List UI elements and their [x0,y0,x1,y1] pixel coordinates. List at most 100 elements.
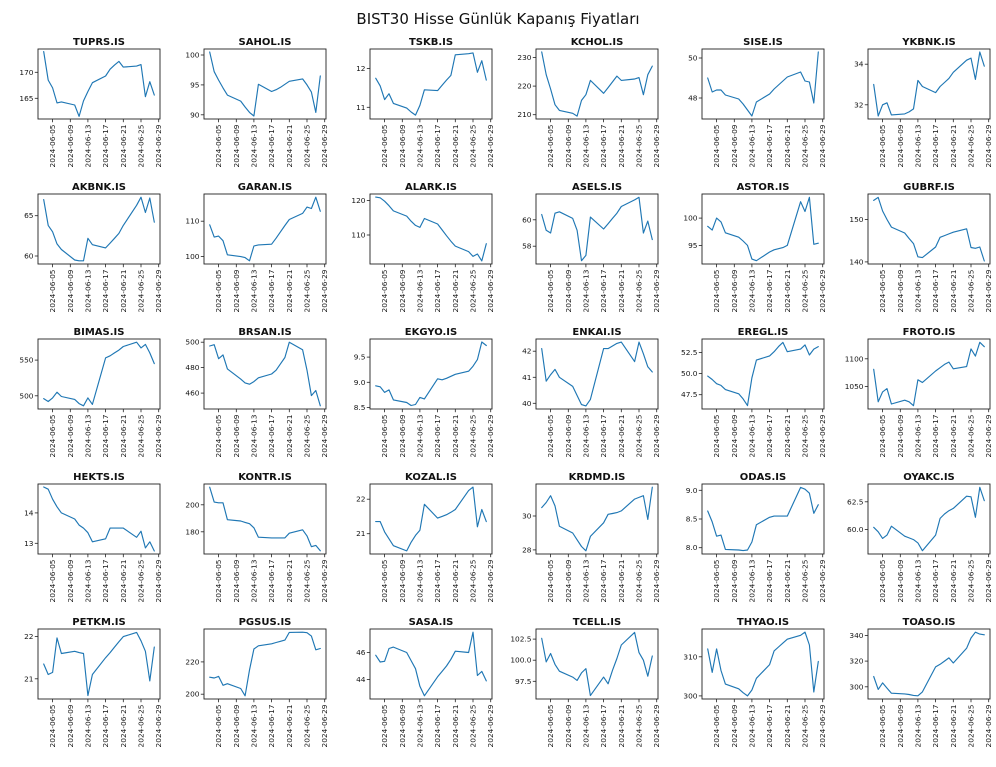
x-tick-label: 2024-06-29 [486,704,495,747]
y-tick-label: 1050 [845,382,864,391]
x-tick-label: 2024-06-09 [564,269,573,312]
plot-border [535,338,659,410]
y-tick-label: 170 [19,68,33,77]
x-tick-label: 2024-06-17 [931,269,940,312]
x-tick-label: 2024-06-21 [451,124,460,167]
x-tick-label: 2024-06-25 [635,559,644,602]
x-tick-label: 2024-06-29 [652,269,661,312]
subplot-title: AKBNK.IS [72,182,126,193]
subplot-THYAO.IS: THYAO.IS 300 310 2024-06-05 2024-06-09 2024-0… [664,616,830,761]
x-tick-label: 2024-06-13 [83,269,92,312]
x-tick-label: 2024-06-05 [48,269,57,312]
x-tick-label: 2024-06-25 [635,414,644,457]
x-tick-label: 2024-06-21 [783,414,792,457]
x-tick-label: 2024-06-21 [617,124,626,167]
y-tick-label: 22 [356,495,365,504]
x-tick-label: 2024-06-21 [949,124,958,167]
subplot-title: TSKB.IS [409,37,453,48]
subplot-title: BIMAS.IS [74,327,125,338]
y-tick-label: 220 [517,82,531,91]
x-tick-label: 2024-06-29 [984,269,993,312]
x-tick-label: 2024-06-13 [581,124,590,167]
y-tick-label: 58 [522,242,532,251]
subplot-ALARK.IS: ALARK.IS 110 120 2024-06-05 2024-06-09 2024-0… [332,181,498,326]
price-line [375,486,487,552]
plot-border [867,193,991,265]
x-tick-label: 2024-06-25 [137,124,146,167]
subplot-FROTO.IS: FROTO.IS 1050 1100 2024-06-05 2024-06-09 2024… [830,326,996,471]
subplot-KOZAL.IS: KOZAL.IS 21 22 2024-06-05 2024-06-09 2024-06-… [332,471,498,616]
x-tick-label: 2024-06-09 [896,124,905,167]
plot-border [701,48,825,120]
subplot-title: GUBRF.IS [903,182,955,193]
plot-border [203,628,327,700]
x-tick-label: 2024-06-25 [469,124,478,167]
x-tick-label: 2024-06-05 [48,704,57,747]
x-tick-label: 2024-06-05 [546,414,555,457]
x-tick-label: 2024-06-17 [599,124,608,167]
plot-border [369,193,493,265]
x-tick-label: 2024-06-13 [913,269,922,312]
x-tick-label: 2024-06-21 [949,704,958,747]
x-tick-label: 2024-06-17 [931,559,940,602]
x-tick-label: 2024-06-13 [249,124,258,167]
y-tick-label: 9.5 [354,353,366,362]
x-tick-label: 2024-06-13 [415,704,424,747]
x-tick-label: 2024-06-17 [765,704,774,747]
subplot-title: ALARK.IS [405,182,457,193]
y-tick-label: 22 [24,632,33,641]
y-tick-label: 300 [683,691,697,700]
subplot-KRDMD.IS: KRDMD.IS 28 30 2024-06-05 2024-06-09 2024-06-… [498,471,664,616]
x-tick-label: 2024-06-25 [469,269,478,312]
x-tick-label: 2024-06-29 [320,559,329,602]
y-tick-label: 30 [522,512,532,521]
y-tick-label: 40 [522,399,532,408]
x-tick-label: 2024-06-13 [913,704,922,747]
x-tick-label: 2024-06-25 [967,559,976,602]
subplot-EREGL.IS: EREGL.IS 47.5 50.0 52.5 2024-06-05 2024-06-09… [664,326,830,471]
x-tick-label: 2024-06-29 [320,124,329,167]
x-tick-label: 2024-06-21 [451,414,460,457]
y-tick-label: 21 [356,529,366,538]
y-tick-label: 340 [849,631,863,640]
subplot-title: KRDMD.IS [569,472,626,483]
price-line [541,196,653,262]
price-line [873,51,985,117]
x-tick-label: 2024-06-21 [285,414,294,457]
x-tick-label: 2024-06-05 [380,414,389,457]
y-tick-label: 12 [356,64,365,73]
x-tick-label: 2024-06-13 [581,414,590,457]
y-tick-label: 180 [185,527,199,536]
x-tick-label: 2024-06-13 [249,269,258,312]
price-line [209,196,321,262]
x-tick-label: 2024-06-29 [984,704,993,747]
plot-border [369,483,493,555]
price-line [43,486,155,552]
x-tick-label: 2024-06-17 [599,559,608,602]
y-tick-label: 550 [19,356,33,365]
plot-border [369,338,493,410]
x-tick-label: 2024-06-29 [154,269,163,312]
x-tick-label: 2024-06-29 [320,269,329,312]
subplot-title: SASA.IS [409,617,454,628]
subplot-title: ASELS.IS [572,182,622,193]
x-tick-label: 2024-06-25 [469,414,478,457]
y-tick-label: 46 [356,648,366,657]
x-tick-label: 2024-06-21 [617,704,626,747]
plot-border [203,483,327,555]
plot-border [203,193,327,265]
y-tick-label: 230 [517,53,531,62]
x-tick-label: 2024-06-29 [320,414,329,457]
x-tick-label: 2024-06-09 [896,414,905,457]
x-tick-label: 2024-06-09 [730,559,739,602]
x-tick-label: 2024-06-29 [154,704,163,747]
subplot-GUBRF.IS: GUBRF.IS 140 150 2024-06-05 2024-06-09 2024-0… [830,181,996,326]
subplot-title: HEKTS.IS [73,472,125,483]
subplot-title: GARAN.IS [238,182,292,193]
y-tick-label: 9.0 [686,486,698,495]
price-line [375,52,487,116]
x-tick-label: 2024-06-29 [154,414,163,457]
y-tick-label: 110 [351,231,365,240]
y-tick-label: 300 [849,682,863,691]
y-tick-label: 11 [356,103,366,112]
